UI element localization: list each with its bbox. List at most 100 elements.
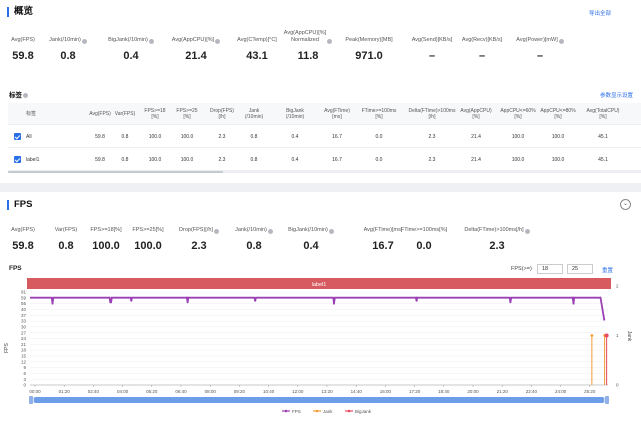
- table-cell: 16.7: [332, 134, 342, 140]
- x-tick-label: 22:40: [526, 389, 538, 394]
- fps-dip-point: [51, 302, 54, 305]
- column-header[interactable]: AppCPU<=80% [%]: [540, 108, 576, 120]
- column-header[interactable]: Jank (/10min): [244, 108, 264, 120]
- table-cell: 45.1: [598, 157, 608, 163]
- column-header[interactable]: FPS>=25 [%]: [176, 108, 198, 120]
- x-tick-label: 21:20: [497, 389, 509, 394]
- fps-dip-point: [603, 318, 606, 321]
- fps-metric-6: BigJank(/10min) 0.4: [271, 220, 351, 252]
- export-all-link[interactable]: 导出全部: [588, 11, 611, 17]
- fps-threshold-2-input[interactable]: 25: [567, 264, 593, 274]
- y-tick-label: 18: [21, 348, 27, 353]
- fps-metric-2: FPS>=18[%] 100.0: [66, 220, 146, 252]
- fps-dip-point: [415, 299, 418, 302]
- param-display-settings-link[interactable]: 参数显示设置: [599, 93, 633, 99]
- column-header[interactable]: Avg(TotalCPU) [%]: [586, 108, 620, 120]
- table-row[interactable]: label1 59.8 0.8 100.0 100.0 2.3 0.8 0.4 16.7 0.0 2…: [8, 149, 641, 171]
- fps-panel: FPS ⌄ Avg(FPS) 59.8 Var(FPS) 0.8 FPS>=18[%] 1…: [0, 192, 641, 425]
- metric-label-text: FTime>=100ms[%]: [400, 227, 448, 233]
- column-header[interactable]: FTime>=100ms [%]: [361, 108, 397, 120]
- metric-label: BigJank(/10min): [91, 30, 171, 44]
- x-axis: 00:00 01:20 02:40 04:00 05:20 06:40 08:00 09:20…: [29, 385, 596, 394]
- table-row[interactable]: All 59.8 0.8 100.0 100.0 2.3 0.8 0.4 16.7 0.0 2.3 2…: [8, 126, 641, 148]
- metric-label-text: Avg(AppCPU)[%]: [171, 37, 215, 43]
- x-tick-label: 18:40: [438, 389, 450, 394]
- metric-label: Avg(FPS): [0, 30, 63, 44]
- fps-metric-4: Drop(FPS)[/h] 2.3: [159, 220, 239, 252]
- x-tick-label: 24:00: [555, 389, 567, 394]
- help-icon[interactable]: [328, 229, 334, 234]
- column-header[interactable]: Drop(FPS) [/h]: [210, 108, 234, 120]
- table-horizontal-scrollbar[interactable]: [8, 171, 641, 173]
- threshold-label: FPS(>=): [511, 266, 532, 272]
- column-header[interactable]: Avg(AppCPU) [%]: [460, 108, 492, 120]
- row-checkbox[interactable]: [14, 156, 21, 163]
- fps-series-line: [30, 296, 606, 320]
- y-tick-label: 6: [23, 371, 26, 376]
- reset-button[interactable]: 重置: [602, 268, 614, 274]
- help-icon[interactable]: [213, 229, 219, 234]
- column-header[interactable]: Avg(FTime) [ms]: [324, 108, 350, 120]
- zoom-slider-range[interactable]: [34, 397, 604, 403]
- help-icon[interactable]: [267, 229, 273, 234]
- metric-value: 2.3: [191, 240, 207, 252]
- metric-label: Var(FPS): [26, 220, 106, 234]
- x-tick-label: 02:40: [88, 389, 100, 394]
- help-icon[interactable]: [524, 229, 530, 234]
- metric-label-text: FPS>=25[%]: [132, 227, 164, 233]
- column-header[interactable]: Delta(FTime)>100ms [/h]: [408, 108, 456, 120]
- row-label-name: label1: [26, 157, 40, 163]
- metric-label-text: Avg(CTemp)[°C]: [237, 37, 277, 43]
- help-icon[interactable]: [558, 39, 564, 44]
- metric-label-text: Jank(/10min): [235, 227, 267, 233]
- fps-dip-point: [333, 302, 335, 305]
- zoom-handle-left[interactable]: [29, 396, 33, 404]
- help-icon[interactable]: [81, 39, 87, 44]
- column-header[interactable]: 标签: [25, 111, 36, 117]
- column-header[interactable]: BigJank (/10min): [285, 108, 305, 120]
- table-cell: 2.3: [428, 134, 436, 140]
- y-tick-label: 3: [23, 377, 26, 382]
- fps-threshold-1-input[interactable]: 18: [537, 264, 563, 274]
- help-icon[interactable]: [215, 39, 221, 44]
- y-tick-label: 9: [23, 365, 26, 370]
- metric-value: 971.0: [355, 50, 383, 62]
- collapse-chevron-icon[interactable]: ⌄: [620, 199, 631, 210]
- row-checkbox[interactable]: [14, 133, 21, 140]
- y-tick-label: 33: [21, 319, 27, 324]
- help-icon[interactable]: [23, 92, 28, 98]
- column-header[interactable]: FPS>=18 [%]: [144, 108, 166, 120]
- y-tick-label: 21: [21, 342, 27, 347]
- help-icon[interactable]: [148, 39, 154, 44]
- y-tick-label: 37: [21, 313, 27, 318]
- ov-metric-9: Avg(Power)[mW] –: [500, 30, 580, 62]
- table-cell: 0.8: [250, 157, 258, 163]
- y2-tick-label: 2: [616, 284, 619, 289]
- metric-label: BigJank(/10min): [271, 220, 351, 234]
- metric-label: Jank(/10min): [28, 30, 108, 44]
- column-header[interactable]: Avg(FPS): [89, 111, 111, 117]
- legend-item-label: BigJank: [355, 409, 372, 414]
- metric-value: 0.8: [58, 240, 74, 252]
- y-tick-label: 91: [21, 290, 27, 295]
- bigjank-point: [604, 333, 609, 338]
- y-axis-label: FPS: [4, 342, 10, 352]
- help-icon[interactable]: [327, 39, 333, 44]
- fps-dip-point: [109, 301, 112, 304]
- column-header[interactable]: Var(FPS): [114, 111, 136, 117]
- metric-value: 59.8: [12, 240, 34, 252]
- scrollbar-thumb[interactable]: [8, 171, 223, 173]
- label-band[interactable]: [27, 278, 611, 289]
- column-header[interactable]: AppCPU<=60% [%]: [500, 108, 536, 120]
- chart-grid: [30, 291, 608, 386]
- y-tick-label: 55: [21, 301, 27, 306]
- fps-metric-9: Delta(FTime)>100ms[/h] 2.3: [457, 220, 537, 252]
- legend-marker: [347, 409, 351, 413]
- metric-label: FPS>=25[%]: [108, 220, 188, 234]
- table-cell: 0.0: [375, 157, 383, 163]
- zoom-handle-right[interactable]: [605, 396, 609, 404]
- y-tick-label: 24: [21, 336, 27, 341]
- chart-legend: FPS Jank BigJank: [282, 409, 372, 414]
- table-cell: 2.3: [218, 134, 226, 140]
